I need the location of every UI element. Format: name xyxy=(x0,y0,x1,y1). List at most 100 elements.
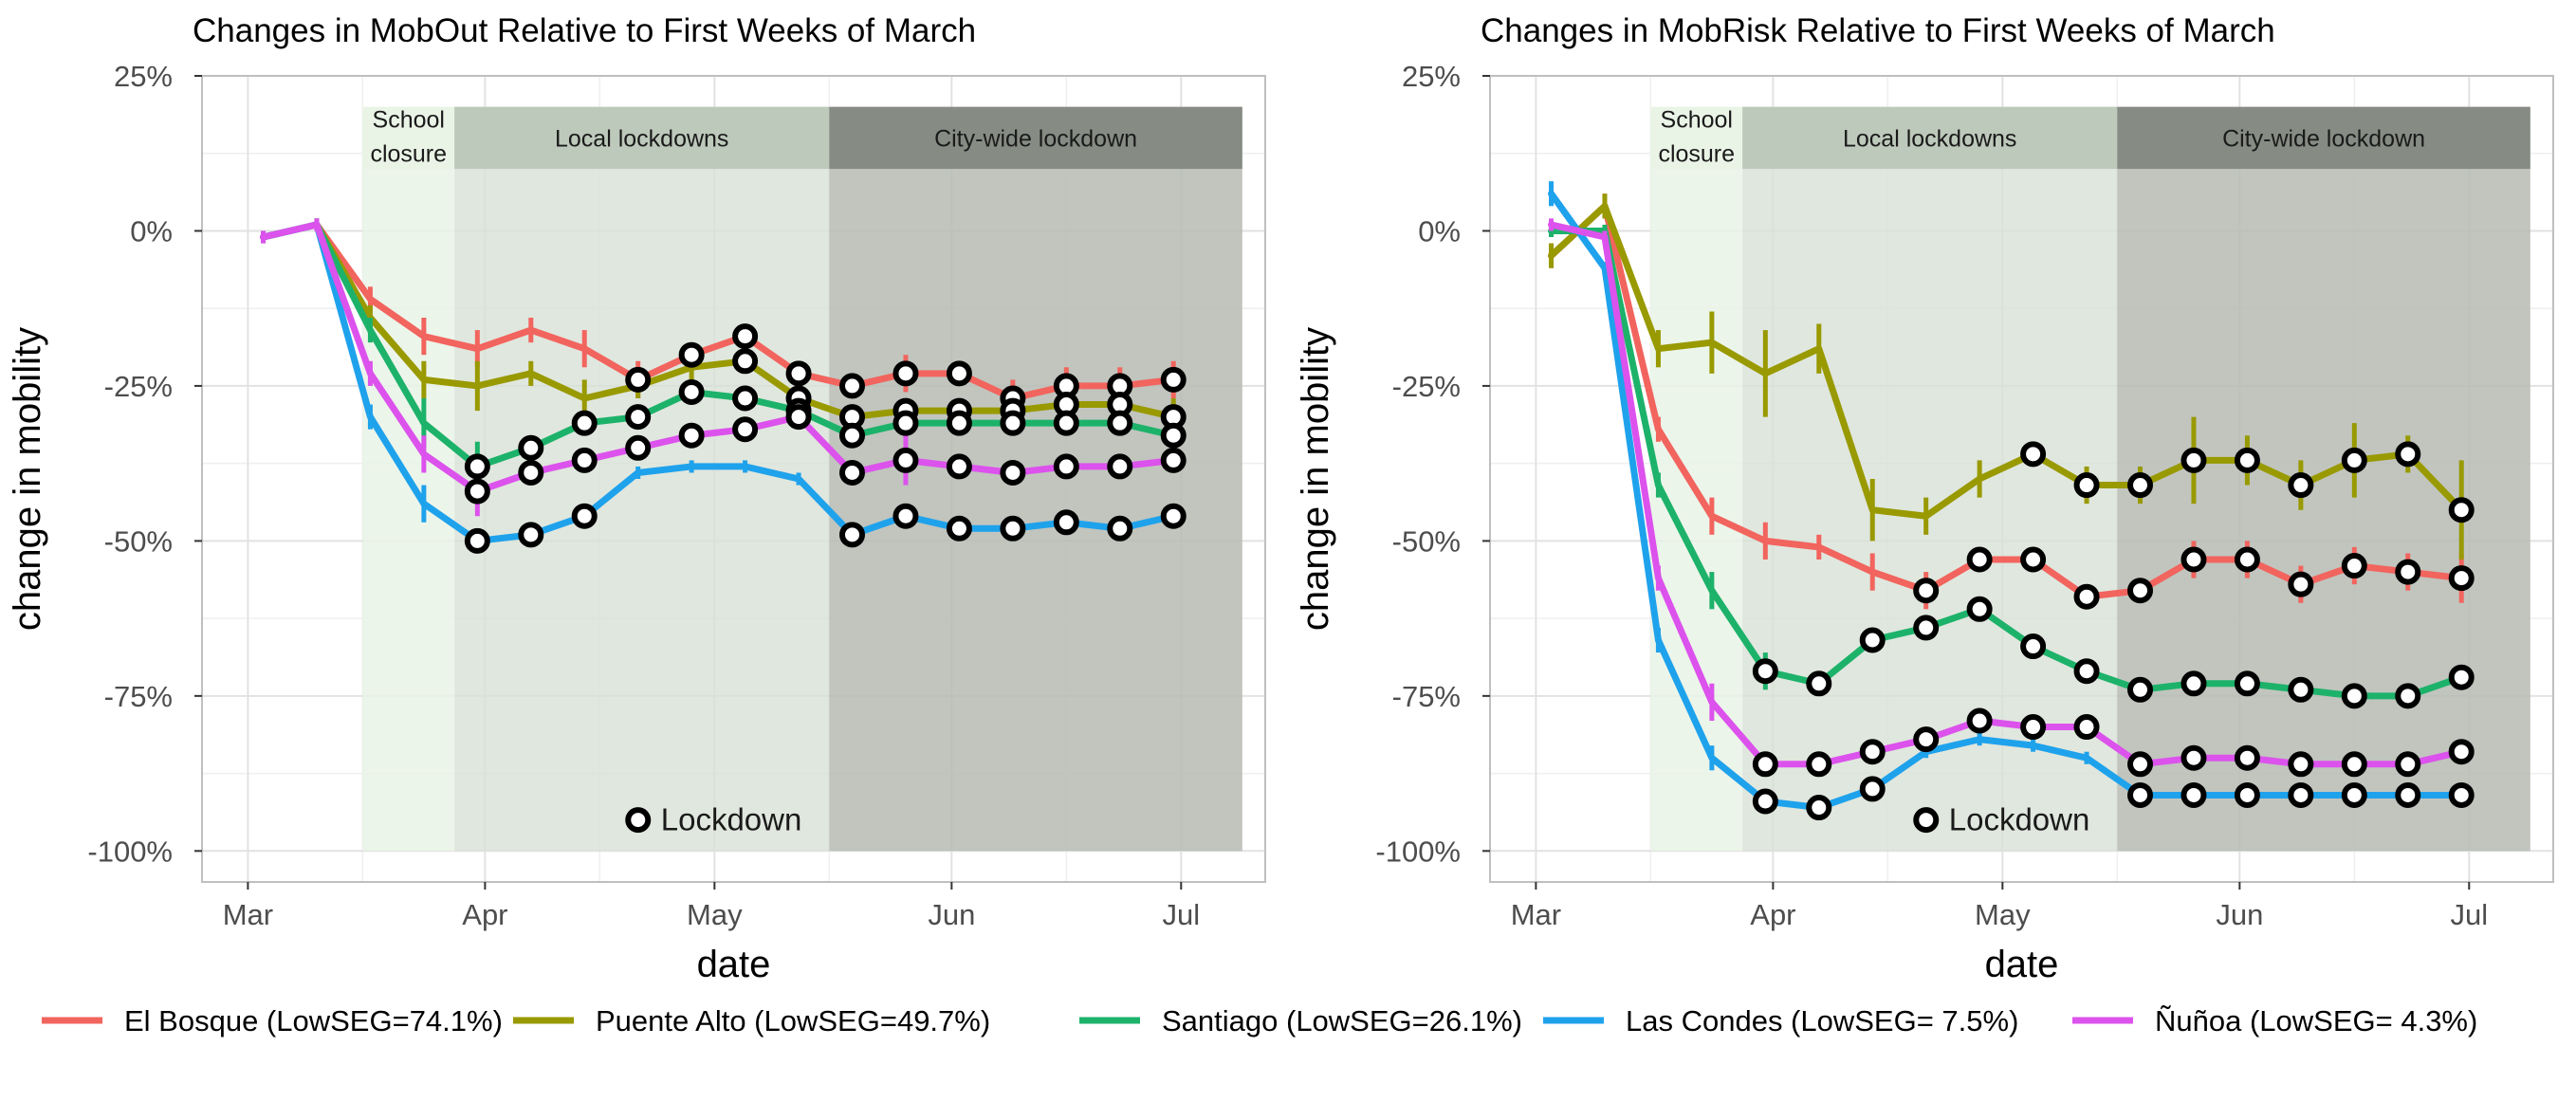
lockdown-marker xyxy=(2288,676,2314,703)
x-tick-label: Mar xyxy=(1511,898,1561,931)
lockdown-marker xyxy=(2073,714,2100,741)
lockdown-marker xyxy=(678,422,705,449)
lockdown-marker xyxy=(785,404,812,431)
phase-header xyxy=(362,106,455,170)
legend-item-el-bosque: El Bosque (LowSEG=74.1%) xyxy=(42,1004,503,1037)
lockdown-marker xyxy=(1000,410,1026,436)
lockdown-marker xyxy=(1806,670,1832,697)
lockdown-marker xyxy=(2127,781,2154,808)
lockdown-marker xyxy=(2288,571,2314,597)
lockdown-marker xyxy=(1752,658,1778,685)
lockdown-marker xyxy=(2020,633,2047,660)
mobout-panel: School closure Local lockdowns City-wide lo… xyxy=(7,12,1266,985)
legend-label: Santiago (LowSEG=26.1%) xyxy=(1162,1004,1522,1037)
lockdown-marker xyxy=(1859,627,1886,653)
legend-label: Ñuñoa (LowSEG= 4.3%) xyxy=(2155,1004,2477,1037)
lockdown-marker xyxy=(2341,447,2367,473)
y-axis-label: change in mobility xyxy=(7,327,48,631)
lockdown-marker xyxy=(464,453,490,480)
annotation-label: Lockdown xyxy=(661,802,802,837)
lockdown-marker xyxy=(892,360,919,387)
chart-title: Changes in MobOut Relative to First Week… xyxy=(193,12,976,49)
y-tick-label: -25% xyxy=(104,370,173,403)
lockdown-marker xyxy=(946,360,972,387)
phase-label: School closure xyxy=(370,107,447,168)
lockdown-marker xyxy=(678,378,705,405)
lockdown-marker xyxy=(2448,781,2475,808)
lockdown-marker xyxy=(785,360,812,387)
phase-label: City-wide lockdown xyxy=(2222,125,2425,152)
lockdown-marker xyxy=(1107,410,1133,436)
legend-label: El Bosque (LowSEG=74.1%) xyxy=(124,1004,503,1037)
annotation-marker xyxy=(625,807,652,834)
lockdown-marker xyxy=(839,459,866,486)
lockdown-marker xyxy=(2234,447,2260,473)
lockdown-marker xyxy=(892,410,919,436)
lockdown-marker xyxy=(518,459,544,486)
lockdown-marker xyxy=(2395,683,2421,709)
lockdown-marker xyxy=(2180,670,2207,697)
y-tick-label: 25% xyxy=(1402,60,1461,93)
lockdown-marker xyxy=(1966,596,1993,622)
x-tick-label: Apr xyxy=(1750,898,1795,931)
lockdown-marker xyxy=(2180,781,2207,808)
lockdown-marker xyxy=(2180,447,2207,473)
lockdown-marker xyxy=(2448,664,2475,690)
lockdown-marker xyxy=(2127,472,2154,499)
lockdown-marker xyxy=(2234,781,2260,808)
lockdown-marker xyxy=(839,373,866,399)
lockdown-marker xyxy=(1752,751,1778,778)
lockdown-marker xyxy=(2288,781,2314,808)
lockdown-marker xyxy=(2180,546,2207,573)
lockdown-marker xyxy=(2341,683,2367,709)
lockdown-marker xyxy=(2020,714,2047,741)
lockdown-marker xyxy=(2073,658,2100,685)
lockdown-marker xyxy=(839,522,866,548)
lockdown-marker xyxy=(2448,497,2475,523)
lockdown-marker xyxy=(1107,453,1133,480)
lockdown-marker xyxy=(625,404,652,431)
x-axis-label: date xyxy=(1985,944,2059,985)
lockdown-marker xyxy=(2448,739,2475,765)
legend: El Bosque (LowSEG=74.1%) Puente Alto (Low… xyxy=(42,1004,2477,1037)
lockdown-marker xyxy=(2395,559,2421,585)
lockdown-marker xyxy=(1913,726,1940,753)
lockdown-marker xyxy=(2234,744,2260,771)
lockdown-marker xyxy=(2341,751,2367,778)
lockdown-marker xyxy=(1053,453,1079,480)
lockdown-marker xyxy=(946,453,972,480)
chart-title: Changes in MobRisk Relative to First Wee… xyxy=(1481,12,2275,49)
y-tick-label: 25% xyxy=(114,60,173,93)
mobrisk-panel: School closure Local lockdowns City-wide lo… xyxy=(1295,12,2554,985)
lockdown-marker xyxy=(892,503,919,529)
lockdown-marker xyxy=(839,422,866,449)
lockdown-marker xyxy=(571,410,598,436)
lockdown-marker xyxy=(1160,503,1187,529)
lockdown-marker xyxy=(1160,422,1187,449)
lockdown-marker xyxy=(625,434,652,461)
lockdown-marker xyxy=(732,348,759,375)
lockdown-marker xyxy=(625,366,652,393)
x-tick-label: May xyxy=(1975,898,2031,931)
lockdown-marker xyxy=(464,478,490,505)
y-tick-label: -75% xyxy=(1392,680,1461,713)
lockdown-marker xyxy=(732,416,759,443)
lockdown-marker xyxy=(1752,788,1778,815)
lockdown-marker xyxy=(2341,781,2367,808)
lockdown-marker xyxy=(2020,441,2047,468)
legend-item-nunoa: Ñuñoa (LowSEG= 4.3%) xyxy=(2072,1004,2477,1037)
lockdown-marker xyxy=(732,323,759,350)
y-axis-label: change in mobility xyxy=(1295,327,1336,631)
lockdown-marker xyxy=(518,434,544,461)
lockdown-marker xyxy=(732,385,759,412)
x-tick-label: Jul xyxy=(1162,898,1200,931)
lockdown-marker xyxy=(1966,707,1993,734)
lockdown-marker xyxy=(571,503,598,529)
phase-label: Local lockdowns xyxy=(1843,125,2016,152)
y-tick-label: -100% xyxy=(1375,835,1461,868)
lockdown-marker xyxy=(2448,565,2475,592)
phase-header xyxy=(1650,106,1743,170)
x-tick-label: Jun xyxy=(2216,898,2263,931)
lockdown-marker xyxy=(2127,676,2154,703)
